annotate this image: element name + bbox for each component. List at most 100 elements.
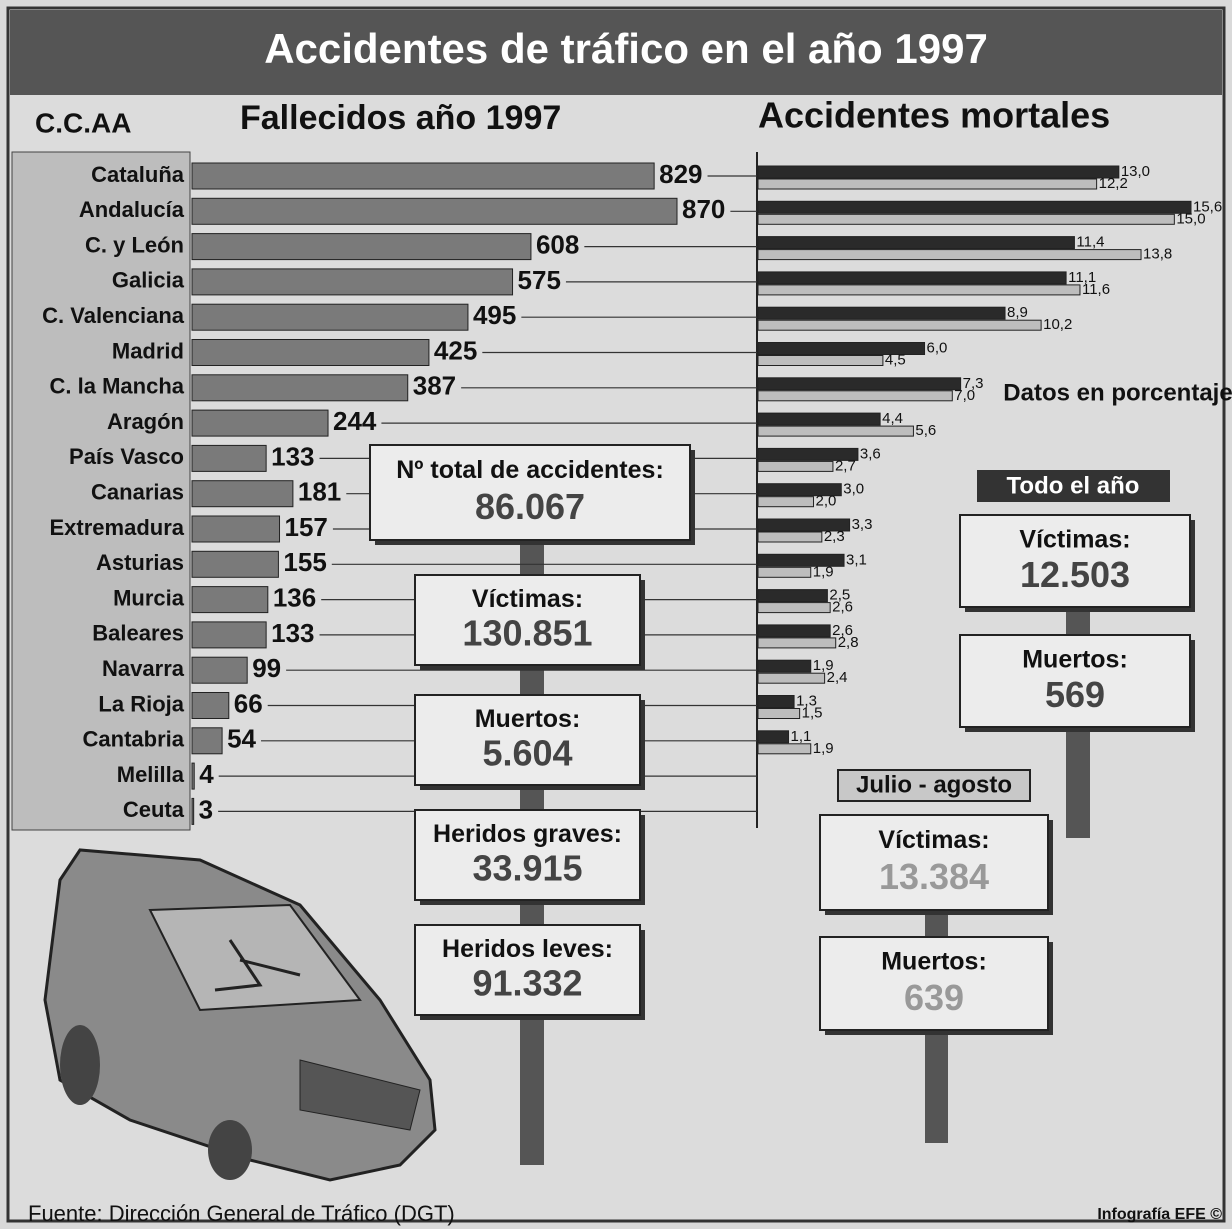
info-label: Heridos leves: bbox=[442, 935, 613, 963]
value-label: 6,0 bbox=[927, 339, 948, 356]
bar bbox=[192, 587, 268, 613]
value-label: 1,1 bbox=[791, 728, 812, 745]
bar bbox=[758, 638, 836, 648]
value-label: 1,9 bbox=[813, 740, 834, 757]
value-label: 2,4 bbox=[827, 669, 848, 686]
value-label: 13,8 bbox=[1143, 246, 1172, 263]
bar bbox=[192, 340, 429, 366]
category-label: Extremadura bbox=[49, 515, 184, 540]
credit: Infografía EFE © bbox=[1097, 1206, 1222, 1223]
bar bbox=[758, 590, 827, 602]
value-label: 66 bbox=[234, 688, 263, 718]
category-label: La Rioja bbox=[98, 691, 184, 716]
bar bbox=[758, 709, 800, 719]
bar bbox=[758, 660, 811, 672]
category-label: Aragón bbox=[107, 409, 184, 434]
bar bbox=[758, 250, 1141, 260]
bar bbox=[758, 179, 1097, 189]
note: Datos en porcentaje bbox=[1003, 379, 1232, 406]
infographic: Accidentes de tráfico en el año 1997 C.C… bbox=[0, 0, 1232, 1229]
bar bbox=[192, 516, 280, 542]
bar bbox=[192, 481, 293, 507]
category-label: Melilla bbox=[117, 762, 185, 787]
region-header: C.C.AA bbox=[35, 107, 131, 138]
bar bbox=[192, 763, 194, 789]
bar bbox=[758, 378, 961, 390]
value-label: 3,6 bbox=[860, 445, 881, 462]
value-label: 387 bbox=[413, 371, 456, 401]
info-label: Heridos graves: bbox=[433, 820, 622, 848]
bar bbox=[758, 201, 1191, 213]
value-label: 54 bbox=[227, 724, 256, 754]
bar bbox=[758, 285, 1080, 295]
value-label: 244 bbox=[333, 406, 377, 436]
bar bbox=[192, 445, 266, 471]
category-label: Baleares bbox=[92, 621, 184, 646]
chart-title: Accidentes mortales bbox=[758, 95, 1110, 136]
category-label: C. y León bbox=[85, 232, 184, 257]
category-label: Cataluña bbox=[91, 162, 185, 187]
category-label: Andalucía bbox=[79, 197, 185, 222]
info-label: Muertos: bbox=[1022, 645, 1128, 673]
value-label: 11,4 bbox=[1076, 234, 1104, 251]
bar bbox=[758, 744, 811, 754]
value-label: 4,4 bbox=[882, 410, 903, 427]
value-label: 2,0 bbox=[816, 493, 837, 510]
value-label: 3,3 bbox=[852, 516, 873, 533]
bar bbox=[192, 622, 266, 648]
category-label: Cantabria bbox=[83, 727, 185, 752]
value-label: 8,9 bbox=[1007, 304, 1028, 321]
info-label: Víctimas: bbox=[472, 585, 583, 613]
info-label: Víctimas: bbox=[1019, 525, 1130, 553]
info-value: 12.503 bbox=[1020, 554, 1130, 595]
value-label: 608 bbox=[536, 229, 579, 259]
value-label: 4,5 bbox=[885, 351, 906, 368]
bar bbox=[192, 728, 222, 754]
value-label: 99 bbox=[252, 653, 281, 683]
value-label: 5,6 bbox=[915, 422, 936, 439]
value-label: 155 bbox=[283, 547, 326, 577]
bar bbox=[758, 673, 825, 683]
title: Accidentes de tráfico en el año 1997 bbox=[264, 25, 988, 72]
bar bbox=[758, 356, 883, 366]
value-label: 133 bbox=[271, 618, 314, 648]
category-label: Asturias bbox=[96, 550, 184, 575]
bar bbox=[758, 567, 811, 577]
value-label: 136 bbox=[273, 582, 316, 612]
info-value: 569 bbox=[1045, 674, 1105, 715]
bar bbox=[758, 214, 1174, 224]
bar bbox=[192, 410, 328, 436]
value-label: 7,0 bbox=[954, 387, 975, 404]
source: Fuente: Dirección General de Tráfico (DG… bbox=[28, 1201, 455, 1226]
info-label: Nº total de accidentes: bbox=[396, 456, 664, 484]
bar bbox=[192, 163, 654, 189]
value-label: 4 bbox=[199, 759, 214, 789]
bar bbox=[758, 532, 822, 542]
category-label: Canarias bbox=[91, 480, 184, 505]
chart-title: Fallecidos año 1997 bbox=[240, 99, 561, 137]
value-label: 2,8 bbox=[838, 634, 859, 651]
value-label: 2,6 bbox=[832, 599, 853, 616]
bar bbox=[758, 426, 913, 436]
value-label: 3 bbox=[199, 794, 213, 824]
bar bbox=[758, 320, 1041, 330]
value-label: 575 bbox=[518, 265, 561, 295]
group-title: Todo el año bbox=[1007, 472, 1140, 499]
value-label: 1,5 bbox=[802, 704, 823, 721]
info-label: Muertos: bbox=[881, 948, 987, 976]
info-value: 639 bbox=[904, 977, 964, 1018]
value-label: 133 bbox=[271, 441, 314, 471]
value-label: 3,1 bbox=[846, 551, 867, 568]
bar bbox=[758, 625, 830, 637]
bar bbox=[192, 304, 468, 330]
category-label: C. Valenciana bbox=[42, 303, 185, 328]
value-label: 181 bbox=[298, 477, 341, 507]
category-label: Murcia bbox=[113, 585, 185, 610]
category-label: Madrid bbox=[112, 338, 184, 363]
category-label: País Vasco bbox=[69, 444, 184, 469]
value-label: 1,9 bbox=[813, 563, 834, 580]
info-label: Víctimas: bbox=[878, 826, 989, 854]
info-value: 33.915 bbox=[472, 848, 582, 889]
group-title: Julio - agosto bbox=[856, 771, 1012, 798]
value-label: 11,6 bbox=[1082, 281, 1110, 298]
